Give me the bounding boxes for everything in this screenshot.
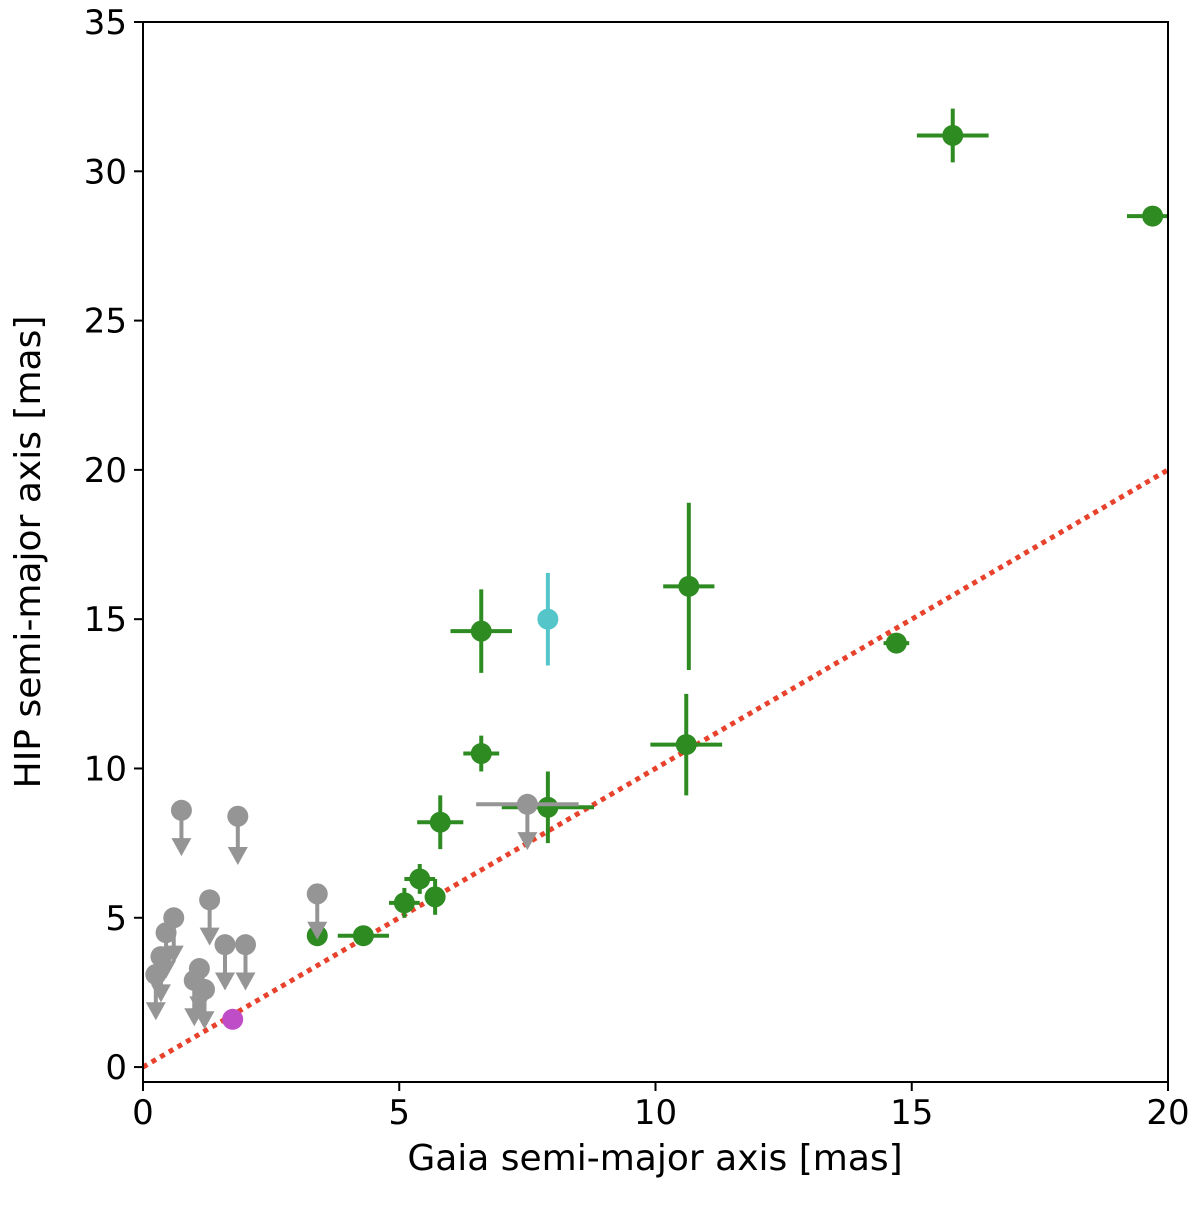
- upper-limit-point: [235, 934, 256, 991]
- y-tick-label: 15: [84, 600, 127, 640]
- point-marker: [222, 1008, 244, 1030]
- point-marker: [150, 946, 172, 968]
- data-point: [916, 108, 989, 163]
- data-point: [663, 502, 715, 670]
- upper-limit-arrowhead: [307, 921, 328, 940]
- point-marker: [885, 632, 907, 654]
- ticks-layer: 0 5 10 15 20 0 5 10 15 20 25 30 35: [84, 3, 1190, 1133]
- point-marker: [424, 886, 446, 908]
- data-point: [404, 864, 436, 894]
- upper-limit-point: [145, 964, 167, 1021]
- data-point: [337, 925, 389, 947]
- x-axis-label: Gaia semi-major axis [mas]: [407, 1138, 902, 1179]
- point-marker: [214, 934, 236, 956]
- upper-limit-point: [214, 934, 236, 991]
- plot-frame: [142, 21, 1169, 1083]
- data-point: [537, 572, 559, 666]
- point-marker: [942, 124, 964, 146]
- point-marker: [1142, 205, 1164, 227]
- point-marker: [235, 934, 256, 956]
- point-marker: [470, 743, 492, 765]
- upper-limit-arrowhead: [215, 972, 235, 991]
- point-marker: [199, 889, 221, 911]
- y-tick-label: 25: [84, 302, 127, 342]
- data-point: [424, 878, 446, 915]
- data-point: [1127, 205, 1168, 227]
- upper-limit-point: [199, 889, 221, 946]
- point-marker: [194, 978, 215, 1000]
- data-marks-layer: [145, 108, 1168, 1030]
- y-tick-label: 20: [84, 451, 127, 491]
- point-marker: [393, 892, 415, 914]
- point-marker: [675, 734, 697, 756]
- upper-limit-point: [227, 805, 249, 866]
- one-to-one-reference-line: [143, 467, 1168, 1070]
- upper-limit-point: [194, 978, 215, 1030]
- point-marker: [537, 796, 559, 818]
- y-tick-label: 0: [105, 1048, 127, 1088]
- x-tick-label: 20: [1146, 1093, 1189, 1133]
- y-tick-label: 30: [84, 152, 127, 192]
- upper-limit-arrowhead: [145, 1002, 166, 1021]
- upper-limit-arrowhead: [517, 832, 538, 851]
- data-point: [417, 795, 464, 850]
- point-marker: [227, 805, 249, 827]
- upper-limit-arrowhead: [194, 1011, 215, 1030]
- data-point: [450, 589, 512, 673]
- point-marker: [678, 575, 700, 597]
- y-tick-label: 35: [84, 3, 127, 43]
- point-marker: [470, 620, 492, 642]
- point-marker: [145, 964, 167, 986]
- point-marker: [537, 608, 559, 630]
- x-tick-label: 0: [132, 1093, 154, 1133]
- point-marker: [409, 868, 431, 890]
- data-point: [222, 1008, 244, 1030]
- upper-limit-point: [476, 793, 579, 851]
- point-marker: [352, 925, 374, 947]
- point-marker: [429, 811, 451, 833]
- y-axis-label: HIP semi-major axis [mas]: [8, 316, 49, 789]
- point-marker: [306, 883, 328, 905]
- y-tick-label: 5: [105, 899, 127, 939]
- upper-limit-point: [170, 799, 192, 857]
- x-tick-label: 10: [634, 1093, 677, 1133]
- upper-limit-arrowhead: [235, 972, 256, 991]
- point-marker: [170, 799, 192, 821]
- y-tick-label: 10: [84, 749, 127, 789]
- x-tick-label: 5: [388, 1093, 410, 1133]
- data-point: [463, 735, 500, 772]
- reference-line-layer: [143, 467, 1168, 1070]
- point-marker: [155, 922, 177, 944]
- data-point: [389, 887, 420, 918]
- data-point: [650, 693, 723, 796]
- upper-limit-arrowhead: [227, 847, 248, 866]
- upper-limit-arrowhead: [171, 838, 192, 857]
- data-point: [883, 632, 910, 654]
- upper-limit-point: [306, 883, 328, 940]
- upper-limit-arrowhead: [199, 927, 220, 946]
- point-marker: [516, 793, 538, 815]
- data-point: [501, 771, 594, 844]
- x-tick-label: 15: [890, 1093, 933, 1133]
